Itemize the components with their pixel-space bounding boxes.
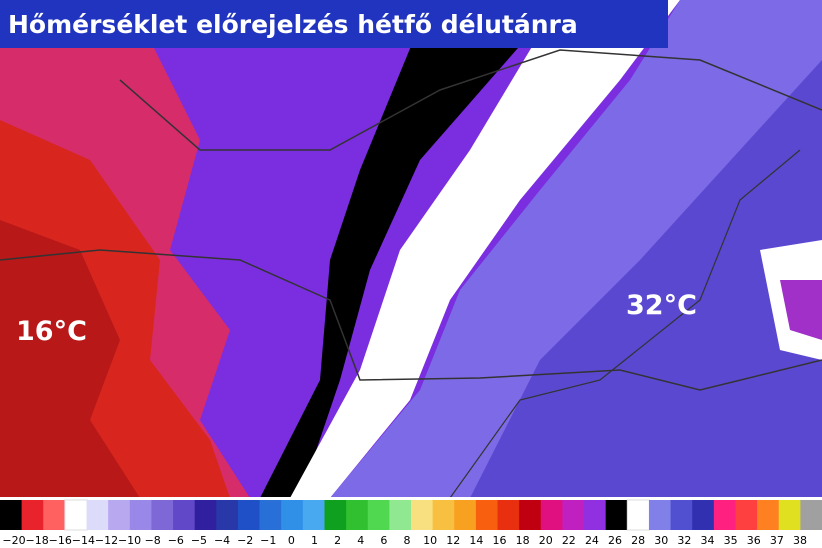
- legend-swatch: [713, 500, 736, 530]
- legend-label: 16: [492, 534, 506, 547]
- legend-label: −8: [145, 534, 161, 547]
- legend-label: −14: [72, 534, 95, 547]
- legend-label: −2: [237, 534, 253, 547]
- legend-label: 35: [724, 534, 738, 547]
- legend-swatch: [605, 500, 628, 530]
- legend-label: 30: [654, 534, 668, 547]
- legend-swatch: [0, 500, 23, 530]
- title: Hőmérséklet előrejelzés hétfő délutánra: [8, 10, 578, 39]
- map-label: 16°C: [16, 316, 87, 347]
- legend-label: −20: [2, 534, 25, 547]
- legend-swatch: [626, 499, 650, 531]
- legend: −20 −18 −16 −14 −12 −10 −8 −6 −5 −4 −2 −1 0 1 2 4 6 8 10 12…: [0, 497, 822, 547]
- legend-label: −12: [95, 534, 118, 547]
- legend-swatch: [584, 500, 607, 530]
- legend-label: 14: [469, 534, 483, 547]
- legend-swatch: [151, 500, 174, 530]
- map: [0, 0, 822, 499]
- legend-label: −6: [168, 534, 184, 547]
- legend-swatch: [454, 500, 477, 530]
- legend-label: 4: [357, 534, 364, 547]
- legend-swatch: [562, 500, 585, 530]
- legend-swatch: [237, 500, 261, 530]
- legend-label: 12: [446, 534, 460, 547]
- legend-swatch: [692, 500, 715, 530]
- legend-swatch: [173, 500, 196, 530]
- legend-swatch: [519, 500, 542, 530]
- legend-label: 0: [288, 534, 295, 547]
- legend-label: 24: [585, 534, 599, 547]
- legend-swatch: [281, 500, 304, 530]
- legend-label: 38: [793, 534, 807, 547]
- legend-label: −16: [49, 534, 72, 547]
- legend-swatch: [259, 500, 282, 530]
- legend-swatch: [800, 500, 822, 530]
- legend-swatch: [540, 500, 563, 530]
- legend-swatch: [735, 500, 758, 530]
- legend-swatch: [108, 500, 131, 530]
- legend-swatch: [43, 500, 66, 530]
- legend-swatch: [411, 500, 434, 530]
- legend-label: 28: [631, 534, 645, 547]
- legend-swatch: [648, 500, 672, 530]
- legend-label: −10: [118, 534, 141, 547]
- legend-label: 36: [747, 534, 761, 547]
- legend-label: 22: [562, 534, 576, 547]
- legend-label: −5: [191, 534, 207, 547]
- legend-swatch: [757, 500, 780, 530]
- legend-swatch: [324, 500, 347, 530]
- legend-label: −18: [26, 534, 49, 547]
- legend-swatch: [21, 500, 44, 530]
- legend-label: −1: [260, 534, 276, 547]
- title-box: [0, 0, 668, 48]
- legend-swatch: [216, 500, 239, 530]
- legend-swatch: [129, 500, 152, 530]
- legend-swatch: [367, 500, 390, 530]
- legend-swatch: [194, 500, 217, 530]
- legend-label: 37: [770, 534, 784, 547]
- legend-label: 18: [516, 534, 530, 547]
- legend-swatch: [86, 500, 109, 530]
- legend-swatch: [475, 500, 499, 530]
- legend-swatch: [64, 499, 88, 531]
- legend-swatch: [670, 500, 693, 530]
- legend-swatch: [389, 500, 412, 530]
- legend-label: 20: [539, 534, 553, 547]
- legend-swatch: [302, 500, 325, 530]
- legend-label: 34: [701, 534, 715, 547]
- legend-label: 10: [423, 534, 437, 547]
- map-label: 32°C: [626, 290, 697, 321]
- legend-label: 8: [404, 534, 411, 547]
- legend-swatch: [346, 500, 369, 530]
- legend-label: 1: [311, 534, 318, 547]
- legend-label: 2: [334, 534, 341, 547]
- legend-label: −4: [214, 534, 230, 547]
- legend-label: 26: [608, 534, 622, 547]
- legend-swatch: [432, 500, 455, 530]
- legend-label: 32: [677, 534, 691, 547]
- legend-swatch: [497, 500, 520, 530]
- legend-label: 6: [380, 534, 387, 547]
- legend-swatch: [778, 500, 801, 530]
